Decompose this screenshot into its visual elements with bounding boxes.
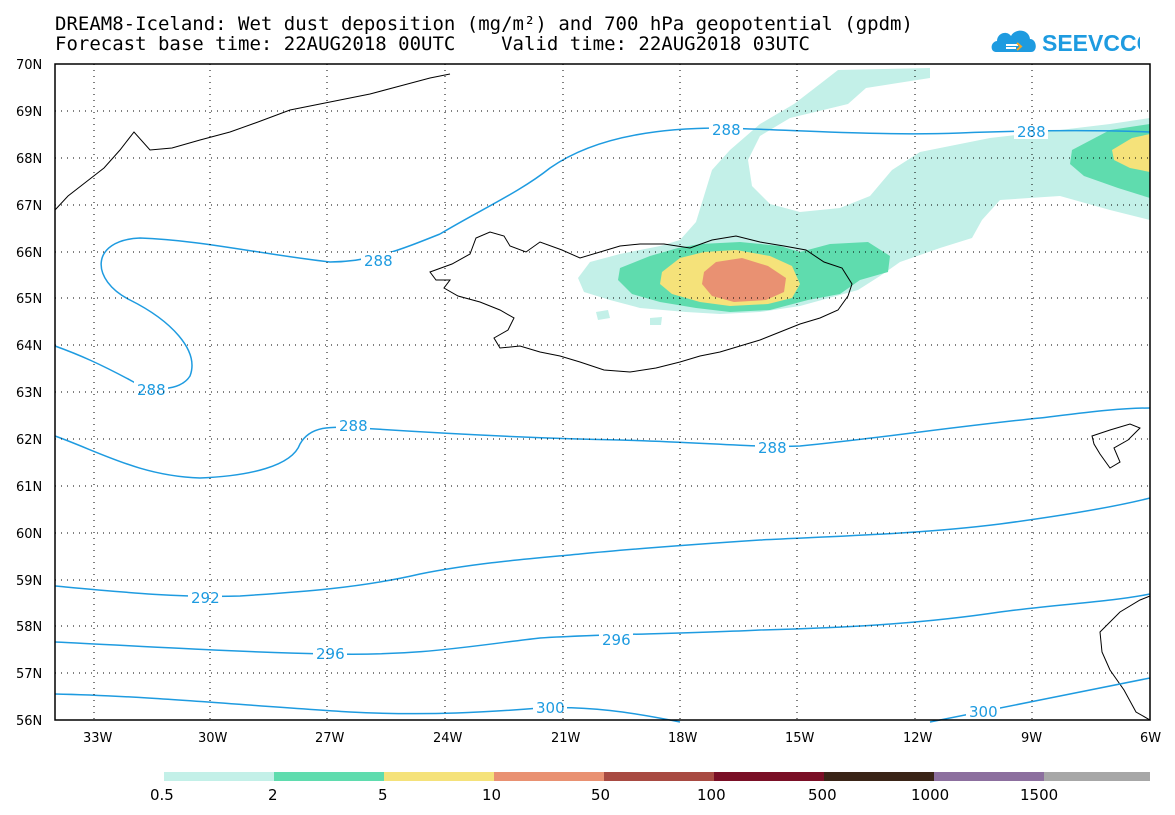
colorbar-label: 10 (482, 786, 501, 804)
lat-label: 66N (16, 246, 42, 261)
colorbar-swatch (604, 772, 714, 781)
contour-label: 288 (137, 381, 166, 399)
coastline-faroes (1091, 423, 1141, 469)
lon-label: 6W (1140, 731, 1161, 746)
lat-label: 61N (16, 480, 42, 495)
lon-label: 12W (903, 731, 933, 746)
lat-label: 65N (16, 292, 42, 307)
colorbar-label: 1000 (911, 786, 949, 804)
lon-label: 27W (315, 731, 345, 746)
colorbar-label: 100 (697, 786, 726, 804)
seevccc-logo: SEEVCCC (991, 30, 1140, 56)
lon-label: 9W (1021, 731, 1042, 746)
colorbar-swatch (494, 772, 604, 781)
colorbar-swatch (934, 772, 1044, 781)
lat-label: 68N (16, 152, 42, 167)
lat-label: 56N (16, 714, 42, 729)
lat-label: 70N (16, 58, 42, 73)
grid-lines (55, 64, 1150, 720)
colorbar-swatch (714, 772, 824, 781)
colorbar-swatch (384, 772, 494, 781)
contour-label: 300 (969, 703, 998, 721)
contour-label: 296 (316, 645, 345, 663)
colorbar-swatch (164, 772, 274, 781)
lon-label: 33W (83, 731, 113, 746)
dust-band-0.5-speck (596, 310, 662, 325)
contour-300-west (54, 693, 681, 723)
lon-label: 18W (668, 731, 698, 746)
forecast-times: Forecast base time: 22AUG2018 00UTC Vali… (55, 33, 810, 55)
colorbar-label: 0.5 (150, 786, 174, 804)
colorbar-label: 50 (591, 786, 610, 804)
colorbar-label: 1500 (1020, 786, 1058, 804)
lat-label: 60N (16, 527, 42, 542)
contour-label: 288 (758, 439, 787, 457)
colorbar-label: 2 (268, 786, 278, 804)
coastlines (54, 73, 1151, 721)
colorbar-label: 5 (378, 786, 388, 804)
colorbar-swatch (274, 772, 384, 781)
contour-300-east (929, 677, 1151, 723)
lat-label: 57N (16, 667, 42, 682)
colorbar-label: 500 (808, 786, 837, 804)
colorbar: 0.5 2 5 10 50 100 500 1000 1500 (150, 772, 1150, 804)
contour-label: 288 (712, 121, 741, 139)
contour-288-loop (54, 233, 441, 390)
lat-label: 67N (16, 199, 42, 214)
longitude-labels: 33W 30W 27W 24W 21W 18W 15W 12W 9W 6W (83, 731, 1161, 746)
map-title: DREAM8-Iceland: Wet dust deposition (mg/… (55, 13, 913, 35)
lat-label: 58N (16, 620, 42, 635)
coastline-greenland (54, 73, 451, 211)
logo-text: SEEVCCC (1042, 30, 1140, 56)
coastline-iceland (429, 231, 853, 373)
colorbar-swatch (824, 772, 934, 781)
dust-shading (578, 68, 1150, 325)
lon-label: 30W (198, 731, 228, 746)
lon-label: 21W (551, 731, 581, 746)
lat-label: 62N (16, 433, 42, 448)
latitude-labels: 70N 69N 68N 67N 66N 65N 64N 63N 62N 61N … (16, 58, 42, 729)
contour-label: 296 (602, 631, 631, 649)
coastline-scotland (1099, 595, 1151, 721)
contour-label: 292 (191, 589, 220, 607)
contour-label: 288 (364, 252, 393, 270)
lon-label: 24W (433, 731, 463, 746)
contour-288-mid (54, 407, 1151, 479)
contour-292 (54, 497, 1151, 598)
dust-band-10 (702, 258, 786, 302)
lat-label: 59N (16, 574, 42, 589)
contour-labels: 288 288 288 288 288 288 292 296 296 300 … (134, 121, 1048, 721)
dust-band-5-east (1112, 134, 1150, 172)
colorbar-swatch (1044, 772, 1150, 781)
contour-label: 288 (339, 417, 368, 435)
lat-label: 64N (16, 339, 42, 354)
lon-label: 15W (785, 731, 815, 746)
cloud-icon (991, 30, 1036, 52)
map-frame (54, 63, 1151, 721)
lat-label: 69N (16, 105, 42, 120)
lat-label: 63N (16, 386, 42, 401)
contour-label: 300 (536, 699, 565, 717)
contour-label: 288 (1017, 123, 1046, 141)
